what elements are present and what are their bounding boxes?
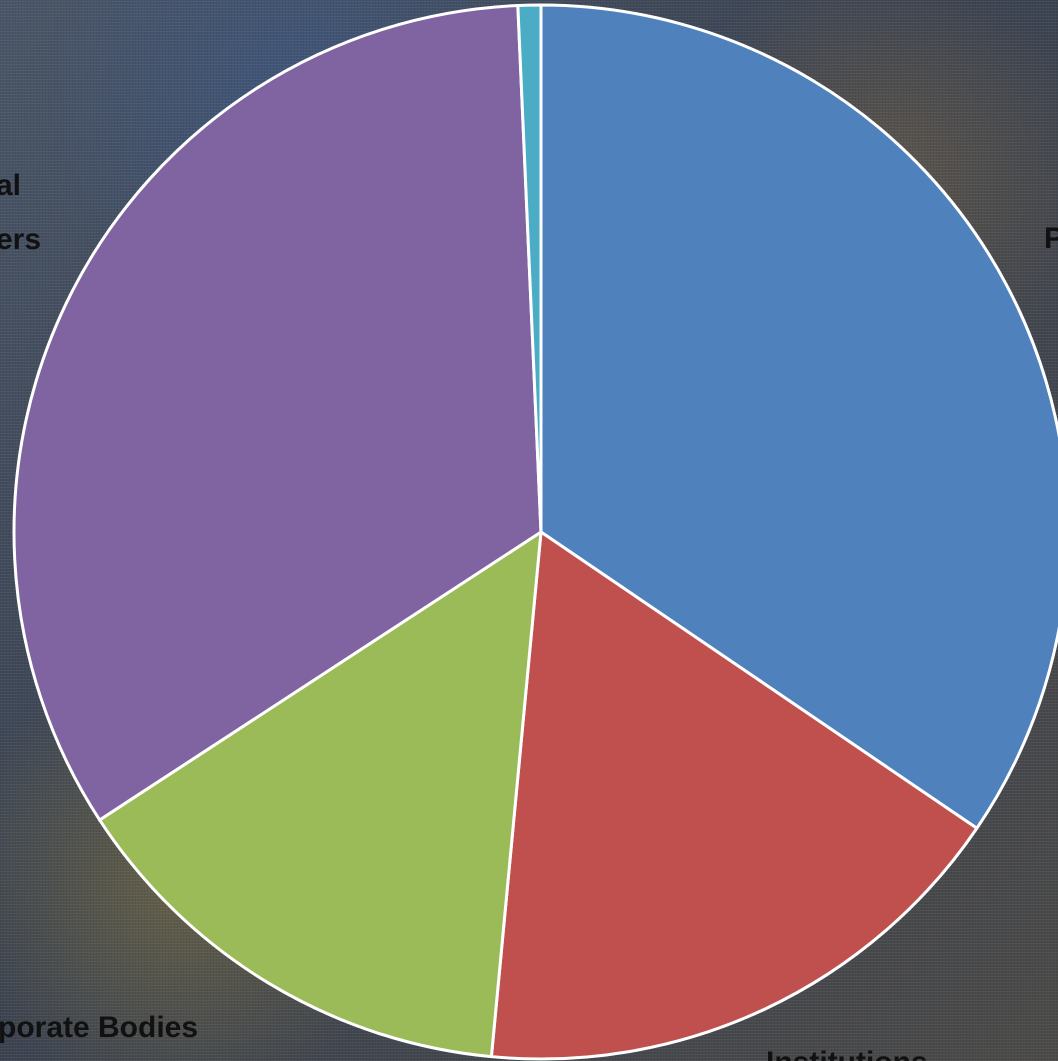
pie-slice-4 xyxy=(516,3,543,534)
pie-slice-0 xyxy=(539,3,1058,830)
pie-slice-2 xyxy=(98,530,543,1059)
pie-slices xyxy=(12,3,1058,1061)
label-right: P xyxy=(1044,222,1058,255)
label-bottom: Institutions xyxy=(766,1046,928,1061)
label-bottom-left: porate Bodies xyxy=(0,1011,198,1044)
label-top-left-line1: al xyxy=(0,169,21,202)
pie-slice-3 xyxy=(12,4,543,822)
pie-slice-1 xyxy=(489,530,979,1061)
label-top-left-line2: ers xyxy=(0,223,41,256)
